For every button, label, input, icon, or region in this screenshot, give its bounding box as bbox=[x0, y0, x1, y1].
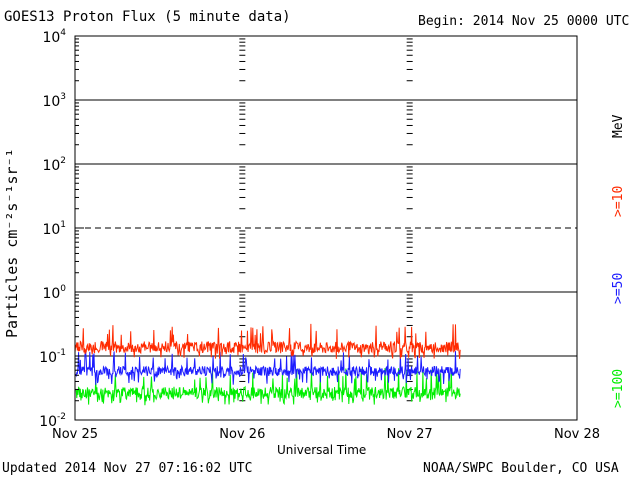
series-line-ge100 bbox=[74, 368, 461, 406]
credit-label: NOAA/SWPC Boulder, CO USA bbox=[423, 461, 619, 476]
x-axis-label: Universal Time bbox=[277, 443, 367, 457]
y-tick-label: 10-2 bbox=[39, 412, 66, 430]
x-tick-label: Nov 26 bbox=[219, 427, 265, 442]
y-tick-label: 103 bbox=[42, 92, 66, 110]
series-line-ge50 bbox=[74, 349, 461, 385]
legend-item-ge50: >=50 bbox=[611, 272, 626, 304]
legend-item-ge100: >=100 bbox=[611, 368, 626, 408]
y-tick-label: 101 bbox=[42, 220, 66, 238]
y-axis-label: Particles cm⁻²s⁻¹sr⁻¹ bbox=[3, 148, 21, 338]
updated-timestamp: Updated 2014 Nov 27 07:16:02 UTC bbox=[2, 461, 253, 476]
x-tick-label: Nov 28 bbox=[554, 427, 600, 442]
y-tick-label: 100 bbox=[42, 284, 66, 302]
x-tick-label: Nov 25 bbox=[52, 427, 98, 442]
series-line-ge10 bbox=[74, 323, 461, 359]
y-tick-label: 102 bbox=[42, 156, 66, 174]
legend-title: MeV bbox=[611, 114, 626, 138]
x-tick-label: Nov 27 bbox=[387, 427, 433, 442]
y-tick-label: 104 bbox=[42, 28, 66, 46]
y-tick-label: 10-1 bbox=[39, 348, 66, 366]
chart-title: GOES13 Proton Flux (5 minute data) bbox=[4, 9, 291, 25]
begin-time-label: Begin: 2014 Nov 25 0000 UTC bbox=[418, 14, 630, 29]
legend-item-ge10: >=10 bbox=[611, 185, 626, 217]
